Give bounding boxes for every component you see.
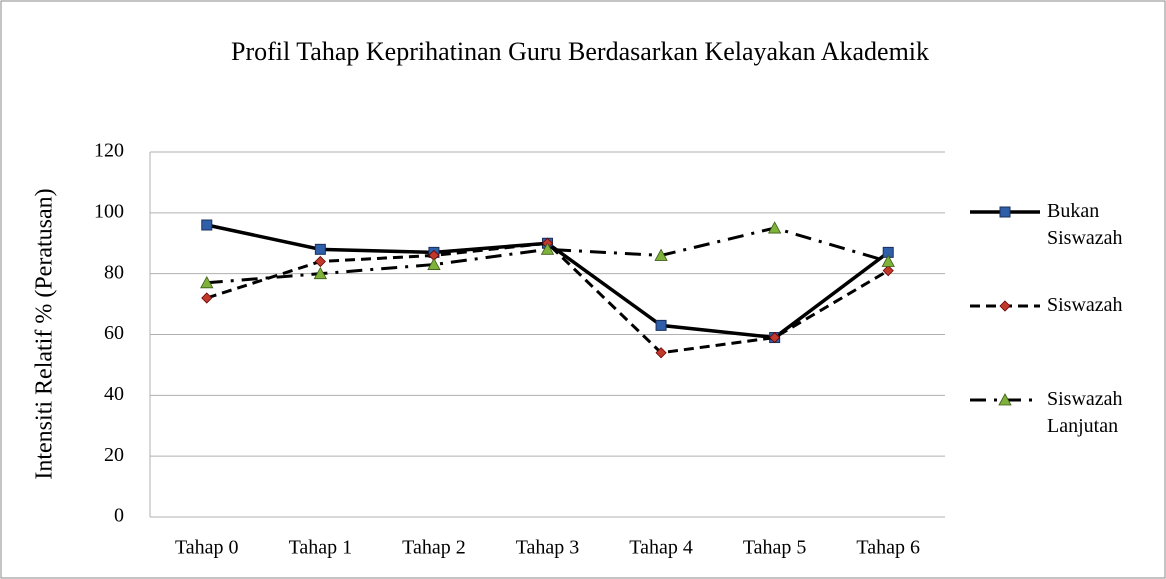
x-tick-label: Tahap 3 [516,537,580,559]
legend-label: Siswazah Lanjutan [1047,388,1123,437]
x-tick-label: Tahap 4 [629,537,693,559]
marker [767,221,782,234]
y-tick-label: 100 [94,200,124,222]
marker [999,206,1011,218]
legend-label: Bukan Siswazah [1047,200,1123,249]
y-tick-label: 80 [104,261,124,283]
x-tick-label: Tahap 6 [856,537,920,559]
marker [655,347,667,359]
marker [998,393,1012,406]
marker [314,243,326,255]
y-tick-label: 60 [104,322,124,344]
legend-label: Siswazah [1047,294,1123,316]
y-tick-label: 20 [104,444,124,466]
marker [200,275,214,289]
x-tick-label: Tahap 2 [402,537,466,559]
chart-title: Profil Tahap Keprihatinan Guru Berdasark… [231,37,929,66]
x-tick-label: Tahap 1 [289,537,353,559]
marker [654,248,668,261]
x-tick-label: Tahap 0 [175,537,239,559]
marker [882,265,894,277]
marker [540,242,555,255]
y-tick-label: 120 [94,140,124,162]
y-tick-label: 40 [104,383,124,405]
marker [999,300,1011,312]
y-tick-label: 0 [114,505,124,527]
marker [201,219,213,231]
marker [769,331,781,344]
marker [313,266,328,280]
marker [427,257,441,270]
marker [881,254,895,267]
marker [314,255,326,268]
y-axis-label: Intensiti Relatif % (Peratusan) [32,188,58,479]
x-tick-label: Tahap 5 [743,537,807,559]
marker [655,319,667,331]
marker [201,292,213,304]
